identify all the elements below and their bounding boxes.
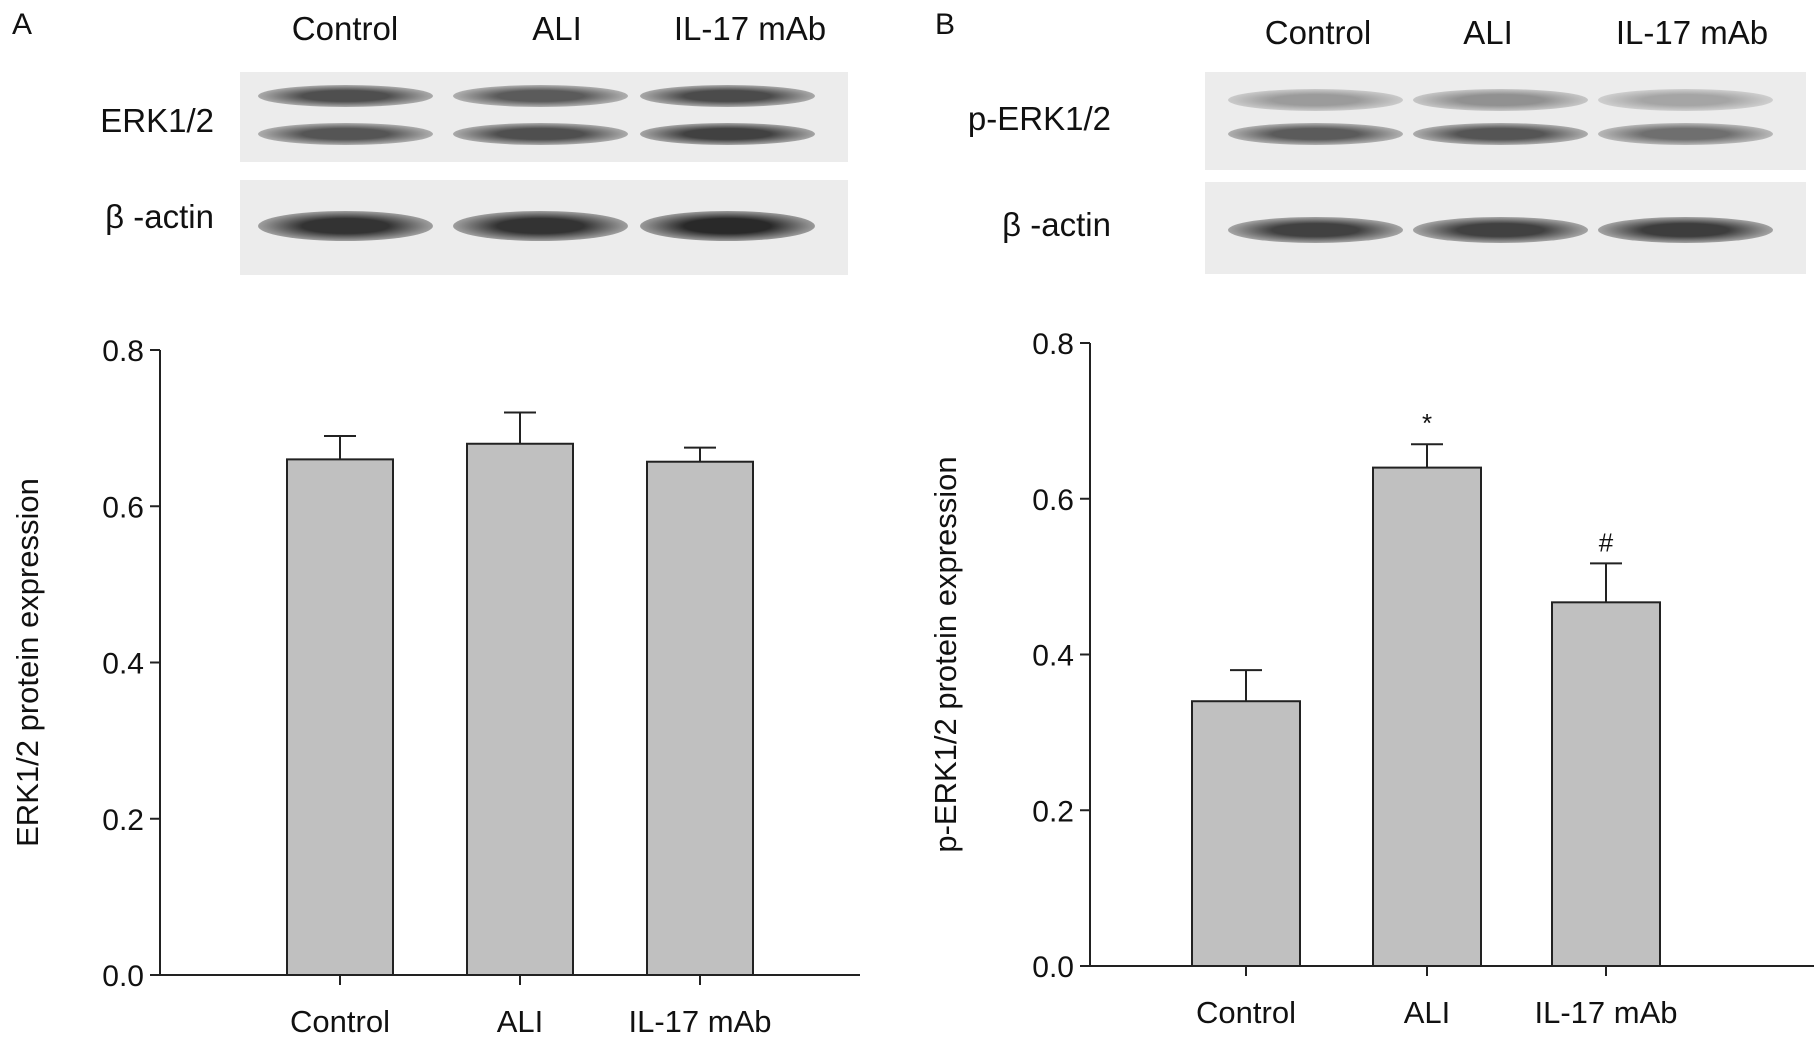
y-tick-label: 0.2 [102,804,144,837]
bar-2 [1551,601,1661,967]
y-tick-label: 0.4 [102,648,144,681]
lane-label-ali-b: ALI [1463,14,1513,51]
blot-label-actin-a: β -actin [105,198,214,235]
lane-label-il17-b: IL-17 mAb [1615,14,1769,51]
y-axis-label: p-ERK1/2 protein expression [928,456,963,852]
y-tick-label: 0.0 [1032,951,1074,984]
blot-band [639,211,815,241]
lane-label-control-b: Control [1264,14,1372,51]
blot-band [257,211,433,241]
blot-band [1412,123,1588,145]
blot-band [452,211,628,241]
x-tick-label: ALI [1404,995,1451,1030]
blot-label-actin-b: β -actin [1002,206,1111,243]
significance-marker: # [1599,527,1614,557]
western-blot-perk [1205,72,1806,170]
bar-chart-perk: 0.0 0.2 0.4 0.6 0.8 p-ERK1/2 protein expressi… [928,328,1814,1030]
bar-1 [1372,466,1482,967]
blot-band [1597,217,1773,243]
y-tick-label: 0.6 [102,491,144,524]
panel-a: A Control ALI IL-17 mAb ERK1/2 β -actin … [0,0,900,1052]
significance-marker: * [1422,408,1432,438]
blot-band [639,123,815,145]
bar-chart-erk: 0.0 0.2 0.4 0.6 0.8 ERK1/2 protein expression… [10,335,860,1039]
blot-band [639,85,815,107]
lane-label-control: Control [291,10,399,47]
blot-band [1412,89,1588,111]
x-tick-label: ALI [497,1004,544,1039]
blot-band [257,85,433,107]
blot-band [1227,89,1403,111]
western-blot-actin-a [240,180,848,275]
bar-2 [646,460,754,976]
blot-band [452,85,628,107]
blot-label-erk: ERK1/2 [100,102,214,139]
x-tick-label: Control [1196,995,1296,1030]
blot-band [1597,89,1773,111]
y-tick-label: 0.0 [102,960,144,993]
bar-0 [1191,700,1301,967]
y-tick-label: 0.2 [1032,795,1074,828]
panel-letter-b: B [935,8,956,41]
y-axis-label: ERK1/2 protein expression [10,478,45,847]
blot-label-perk: p-ERK1/2 [967,100,1111,137]
blot-band [257,123,433,145]
bar-1 [466,442,574,976]
blot-band [1227,123,1403,145]
x-tick-label: Control [290,1004,390,1039]
x-tick-label: IL-17 mAb [1534,995,1677,1030]
x-tick-label: IL-17 mAb [628,1004,771,1039]
blot-band [1227,217,1403,243]
blot-band [1412,217,1588,243]
y-tick-label: 0.8 [102,335,144,368]
panel-b: B Control ALI IL-17 mAb p-ERK1/2 β -acti… [928,0,1816,1052]
blot-band [452,123,628,145]
y-tick-label: 0.4 [1032,640,1074,673]
bar-0 [286,458,394,976]
blot-band [1597,123,1773,145]
lane-label-il17: IL-17 mAb [673,10,827,47]
western-blot-actin-b [1205,182,1806,274]
panel-letter-a: A [12,8,33,41]
y-tick-label: 0.8 [1032,328,1074,361]
lane-label-ali: ALI [532,10,582,47]
y-tick-label: 0.6 [1032,484,1074,517]
western-blot-erk [240,72,848,162]
